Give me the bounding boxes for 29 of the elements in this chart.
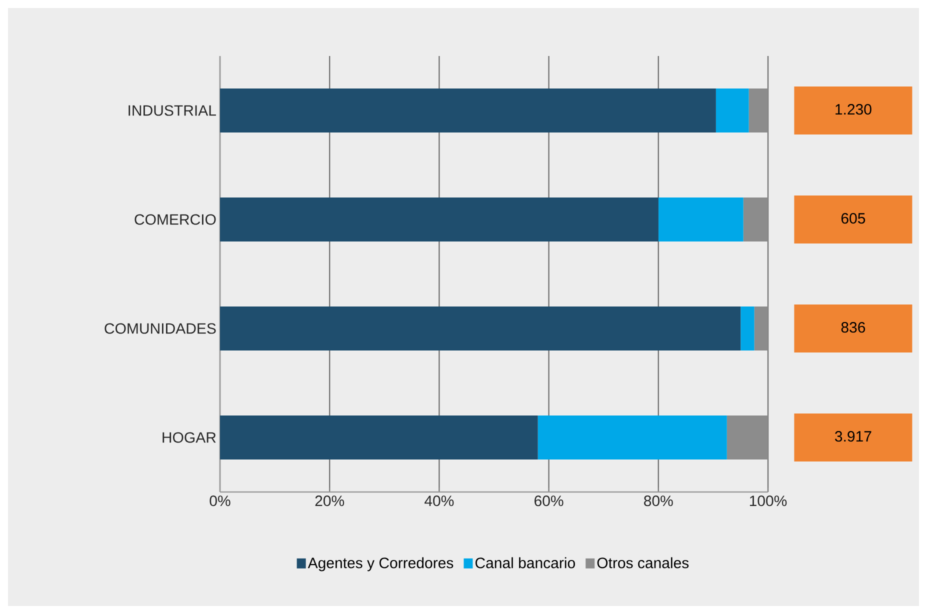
text: 836 <box>841 322 866 333</box>
x-tick-label: 20% <box>315 496 344 506</box>
bar <box>748 88 768 133</box>
bar <box>220 306 741 351</box>
x-tick-label: 0% <box>210 496 230 506</box>
bar <box>220 416 538 460</box>
bar <box>716 88 749 133</box>
bar <box>740 306 754 351</box>
bar <box>743 198 768 242</box>
text: 1.230 <box>836 104 872 115</box>
x-tick-label: 100% <box>750 496 787 506</box>
bar <box>538 416 727 460</box>
y-tick-label: COMERCIO <box>134 214 216 225</box>
bar <box>726 416 768 460</box>
y-tick-label: COMUNIDADES <box>104 323 216 334</box>
x-tick-label: 60% <box>534 496 564 506</box>
y-tick-label: HOGAR <box>162 432 216 443</box>
bar <box>220 198 658 242</box>
y-tick-label: INDUSTRIAL <box>128 105 216 116</box>
text: 3.917 <box>835 431 872 442</box>
legend-label: Agentes y Corredores <box>308 557 454 572</box>
legend-label: Otros canales <box>597 557 689 568</box>
legend-label: Canal bancario <box>476 557 575 568</box>
bar <box>220 88 716 133</box>
text: 605 <box>841 213 866 224</box>
x-tick-label: 40% <box>424 496 454 506</box>
bar <box>754 306 768 351</box>
bar <box>658 198 744 242</box>
x-tick-label: 80% <box>644 496 673 506</box>
